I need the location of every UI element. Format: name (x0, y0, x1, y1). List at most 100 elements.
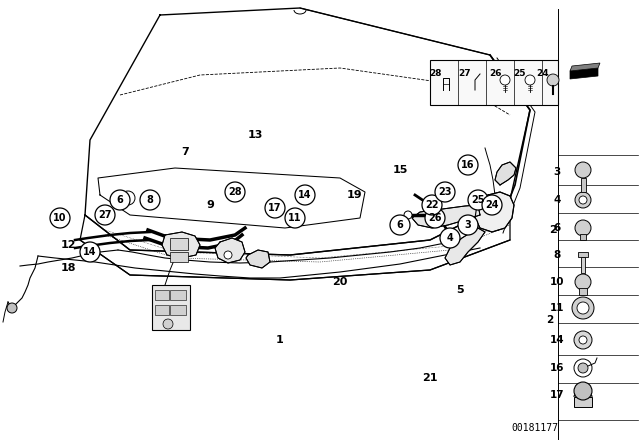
Circle shape (578, 363, 588, 373)
Circle shape (482, 195, 502, 215)
Circle shape (404, 211, 412, 219)
Text: 3: 3 (554, 167, 561, 177)
Text: 22: 22 (425, 200, 439, 210)
Circle shape (110, 190, 130, 210)
Text: 2: 2 (547, 315, 554, 325)
Bar (578, 252, 588, 257)
Circle shape (390, 215, 410, 235)
Bar (152, 285, 190, 330)
Bar (170, 305, 186, 315)
Circle shape (458, 215, 478, 235)
Text: 26: 26 (428, 213, 442, 223)
Text: 10: 10 (550, 277, 564, 287)
Circle shape (435, 182, 455, 202)
Bar (170, 238, 188, 250)
Circle shape (468, 190, 488, 210)
Bar (581, 257, 585, 273)
Circle shape (265, 198, 285, 218)
Text: 17: 17 (268, 203, 282, 213)
Text: 2: 2 (549, 225, 557, 235)
Bar (155, 290, 169, 300)
Circle shape (140, 190, 160, 210)
Bar (580, 234, 586, 240)
Text: 27: 27 (459, 69, 471, 78)
Polygon shape (162, 232, 200, 258)
Text: 26: 26 (489, 69, 501, 78)
Circle shape (7, 303, 17, 313)
Polygon shape (246, 250, 270, 268)
Text: 21: 21 (422, 373, 438, 383)
Text: 11: 11 (288, 213, 301, 223)
Text: 8: 8 (554, 250, 561, 260)
Circle shape (547, 74, 559, 86)
Text: 4: 4 (447, 233, 453, 243)
Polygon shape (412, 205, 480, 228)
Circle shape (575, 192, 591, 208)
Text: 13: 13 (247, 130, 262, 140)
Text: 17: 17 (550, 390, 564, 400)
Text: 27: 27 (99, 210, 112, 220)
Bar (574, 397, 592, 407)
Circle shape (440, 228, 460, 248)
Circle shape (80, 242, 100, 262)
Polygon shape (570, 63, 600, 71)
Text: 9: 9 (206, 200, 214, 210)
Polygon shape (570, 68, 598, 79)
Text: 16: 16 (550, 363, 564, 373)
Circle shape (525, 75, 535, 85)
Text: 00181177: 00181177 (511, 423, 559, 433)
Text: 1: 1 (276, 335, 284, 345)
Bar (580, 178, 586, 192)
Text: 24: 24 (537, 69, 549, 78)
Circle shape (295, 185, 315, 205)
Bar (170, 290, 186, 300)
Text: 15: 15 (392, 165, 408, 175)
Circle shape (285, 208, 305, 228)
Circle shape (50, 208, 70, 228)
Circle shape (575, 274, 591, 290)
Circle shape (572, 297, 594, 319)
Circle shape (121, 191, 135, 205)
Polygon shape (495, 162, 516, 185)
Bar (155, 305, 169, 315)
Polygon shape (445, 228, 485, 265)
Text: 28: 28 (228, 187, 242, 197)
Text: 25: 25 (471, 195, 484, 205)
Circle shape (458, 155, 478, 175)
Circle shape (574, 359, 592, 377)
Circle shape (577, 302, 589, 314)
Text: 3: 3 (465, 220, 472, 230)
Text: 14: 14 (550, 335, 564, 345)
Text: 6: 6 (397, 220, 403, 230)
Text: 4: 4 (554, 195, 561, 205)
Text: 11: 11 (550, 303, 564, 313)
Text: 25: 25 (514, 69, 526, 78)
Circle shape (224, 251, 232, 259)
Circle shape (422, 195, 442, 215)
Circle shape (575, 162, 591, 178)
Circle shape (579, 336, 587, 344)
Polygon shape (475, 192, 514, 232)
Text: 14: 14 (298, 190, 312, 200)
Bar (579, 288, 587, 295)
Circle shape (163, 319, 173, 329)
Circle shape (579, 196, 587, 204)
Text: 6: 6 (116, 195, 124, 205)
Circle shape (225, 182, 245, 202)
Text: 20: 20 (332, 277, 348, 287)
Circle shape (500, 75, 510, 85)
Text: 12: 12 (60, 240, 76, 250)
Circle shape (95, 205, 115, 225)
Text: 8: 8 (147, 195, 154, 205)
Text: 10: 10 (53, 213, 67, 223)
Polygon shape (215, 238, 245, 263)
Circle shape (574, 331, 592, 349)
Bar (170, 252, 188, 262)
Text: 28: 28 (429, 69, 441, 78)
Text: 14: 14 (83, 247, 97, 257)
Text: 24: 24 (485, 200, 499, 210)
Text: 16: 16 (461, 160, 475, 170)
Circle shape (575, 220, 591, 236)
Circle shape (574, 382, 592, 400)
Text: 19: 19 (347, 190, 363, 200)
